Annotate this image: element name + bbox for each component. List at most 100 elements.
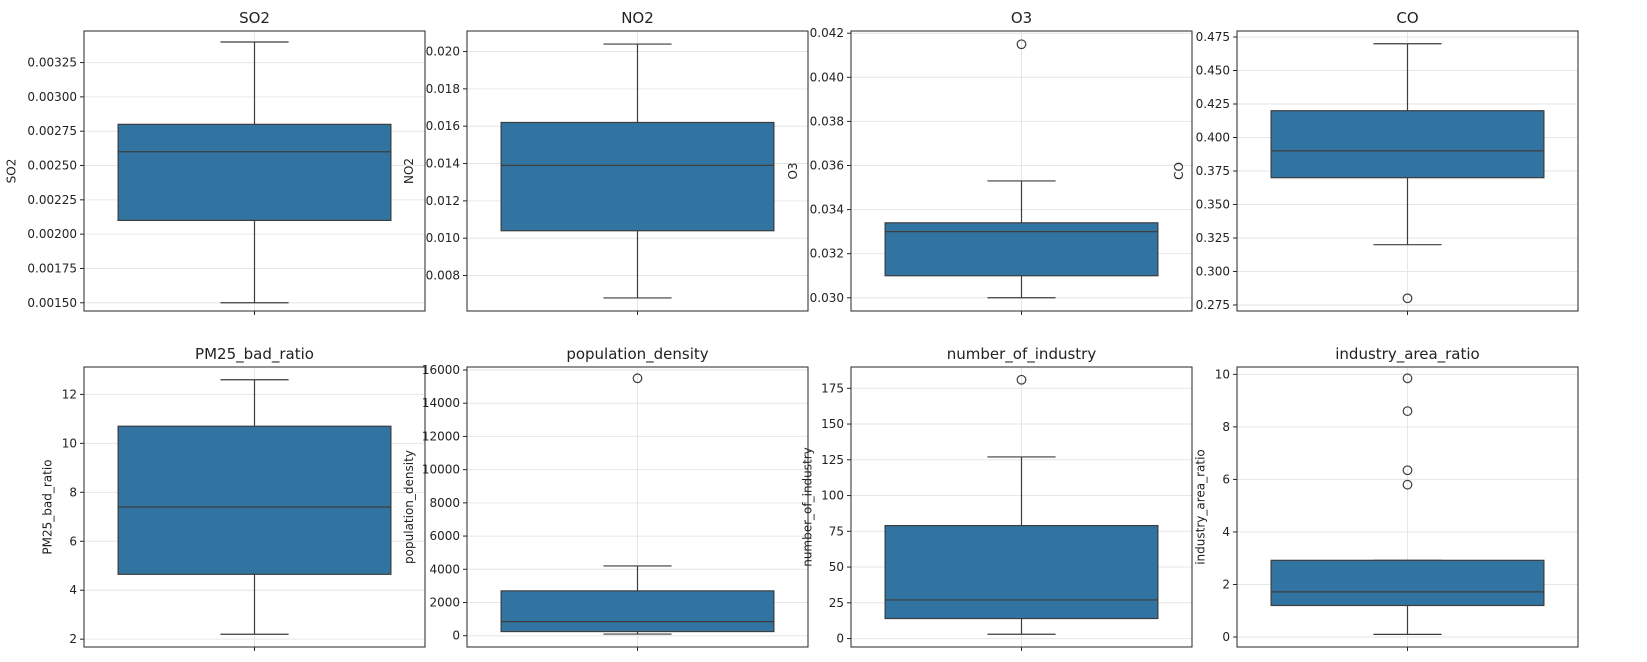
chart-5-box: [117, 425, 392, 575]
chart-7-box: [884, 524, 1159, 620]
chart-2-ytick-label-0: 0.008: [426, 269, 460, 283]
chart-7-ytick-label-6: 150: [821, 417, 844, 431]
chart-2-ytick-label-6: 0.020: [426, 45, 460, 59]
chart-8-box: [1270, 559, 1545, 607]
chart-1-ytick-label-0: 0.00150: [27, 296, 77, 310]
chart-2-ytick-label-5: 0.018: [426, 82, 460, 96]
chart-6-ytick-label-3: 6000: [429, 529, 460, 543]
chart-4-ytick-label-7: 0.450: [1196, 64, 1230, 78]
chart-7-outlier-0: [1016, 374, 1027, 385]
chart-7-ytick-label-1: 25: [829, 596, 844, 610]
chart-3-ytick-label-3: 0.036: [810, 158, 844, 172]
chart-8-ytick-label-1: 2: [1222, 577, 1230, 591]
chart-7-ytick-label-2: 50: [829, 560, 844, 574]
chart-4-outlier-0: [1402, 293, 1413, 304]
chart-8-outlier-2: [1402, 406, 1413, 417]
chart-6-ytick-label-1: 2000: [429, 595, 460, 609]
chart-3-ytick-label-2: 0.034: [810, 203, 844, 217]
chart-3-ytick-label-6: 0.042: [810, 26, 844, 40]
chart-7-ytick-label-3: 75: [829, 524, 844, 538]
chart-6-ylabel: population_density: [402, 450, 416, 564]
chart-8-outlier-0: [1402, 479, 1413, 490]
chart-5-ytick-label-2: 6: [69, 534, 77, 548]
chart-7-title: number_of_industry: [947, 345, 1097, 364]
chart-3-ylabel: O3: [786, 162, 800, 179]
chart-7: 0255075100125150175number_of_industrynum…: [800, 345, 1193, 651]
chart-3-outlier-0: [1016, 39, 1027, 50]
chart-1-title: SO2: [239, 9, 270, 27]
chart-5: 2 4 6 8 10 12 PM25_bad_ratio PM25_bad_ratio: [41, 345, 426, 651]
chart-8-title: industry_area_ratio: [1335, 345, 1479, 364]
chart-7-ytick-label-0: 0: [836, 632, 844, 646]
chart-1-box: [117, 123, 392, 222]
chart-5-ytick-label-1: 4: [69, 583, 77, 597]
chart-4-title: CO: [1396, 9, 1418, 27]
chart-3: 0.030 0.032 0.034 0.036 0.038 0.040 0.042 O3 O3: [786, 9, 1193, 315]
chart-4: 0.275 0.300 0.325 0.350 0.375 0.400 0.425 0.450…: [1172, 9, 1579, 315]
chart-2-ytick-label-1: 0.010: [426, 231, 460, 245]
chart-2-ytick-label-4: 0.016: [426, 119, 460, 133]
chart-4-ytick-label-2: 0.325: [1196, 231, 1230, 245]
chart-6-ytick-label-4: 8000: [429, 496, 460, 510]
chart-4-box: [1270, 110, 1545, 179]
chart-3-ytick-label-4: 0.038: [810, 114, 844, 128]
chart-5-ytick-label-3: 8: [69, 485, 77, 499]
chart-4-ytick-label-0: 0.275: [1196, 298, 1230, 312]
chart-7-ytick-label-5: 125: [821, 453, 844, 467]
chart-8-outlier-1: [1402, 465, 1413, 476]
chart-4-ylabel: CO: [1172, 162, 1186, 180]
chart-4-ytick-label-8: 0.475: [1196, 30, 1230, 44]
chart-1-ytick-label-2: 0.00200: [27, 227, 77, 241]
chart-2-ytick-label-2: 0.012: [426, 194, 460, 208]
chart-5-ytick-label-0: 2: [69, 632, 77, 646]
chart-1: 0.00150 0.00175 0.00200 0.00225 0.00250 0.002…: [5, 9, 426, 315]
chart-2: 0.008 0.010 0.012 0.014 0.016 0.018 0.020 NO2 NO…: [402, 9, 809, 315]
chart-2-ytick-label-3: 0.014: [426, 157, 460, 171]
chart-6-box: [500, 590, 775, 633]
chart-4-ytick-label-6: 0.425: [1196, 97, 1230, 111]
chart-6-ytick-label-6: 12000: [422, 429, 460, 443]
chart-3-title: O3: [1011, 9, 1032, 27]
chart-2-box: [500, 121, 775, 232]
chart-6-ytick-label-7: 14000: [422, 396, 460, 410]
chart-8-ytick-label-3: 6: [1222, 472, 1230, 486]
chart-5-ytick-label-4: 10: [62, 436, 77, 450]
chart-6-ytick-label-5: 10000: [422, 463, 460, 477]
chart-6-outlier-0: [632, 373, 643, 384]
chart-1-ytick-label-5: 0.00275: [27, 124, 77, 138]
chart-4-ytick-label-4: 0.375: [1196, 164, 1230, 178]
chart-6-title: population_density: [566, 345, 708, 364]
chart-4-ytick-label-3: 0.350: [1196, 197, 1230, 211]
chart-2-title: NO2: [621, 9, 654, 27]
chart-1-ytick-label-6: 0.00300: [27, 90, 77, 104]
chart-4-ytick-label-5: 0.400: [1196, 131, 1230, 145]
chart-8: 0 2 4 6 8 10 industry_area_ratio industry_area_…: [1194, 345, 1579, 651]
chart-5-ylabel: PM25_bad_ratio: [41, 459, 55, 554]
chart-1-ytick-label-3: 0.00225: [27, 193, 77, 207]
chart-1-ylabel: SO2: [5, 159, 19, 184]
chart-1-ytick-label-4: 0.00250: [27, 159, 77, 173]
chart-6-ytick-label-2: 4000: [429, 562, 460, 576]
chart-6: 0 2000 4000 6000 8000 10000 12000 14000 16000 pop…: [402, 345, 809, 651]
chart-3-ytick-label-1: 0.032: [810, 247, 844, 261]
chart-5-title: PM25_bad_ratio: [195, 345, 314, 364]
chart-7-ylabel: number_of_industry: [800, 447, 814, 567]
chart-3-ytick-label-0: 0.030: [810, 291, 844, 305]
chart-8-outlier-3: [1402, 373, 1413, 384]
chart-8-ytick-label-4: 8: [1222, 420, 1230, 434]
chart-7-ytick-label-7: 175: [821, 381, 844, 395]
chart-8-ytick-label-5: 10: [1215, 367, 1230, 381]
chart-5-ytick-label-5: 12: [62, 387, 77, 401]
chart-8-ytick-label-2: 4: [1222, 525, 1230, 539]
chart-7-ytick-label-4: 100: [821, 489, 844, 503]
chart-2-ylabel: NO2: [402, 158, 416, 184]
chart-4-ytick-label-1: 0.300: [1196, 264, 1230, 278]
chart-8-ytick-label-0: 0: [1222, 630, 1230, 644]
chart-6-ytick-label-0: 0: [452, 629, 460, 643]
chart-1-ytick-label-7: 0.00325: [27, 56, 77, 70]
chart-6-ytick-label-8: 16000: [422, 363, 460, 377]
chart-1-ytick-label-1: 0.00175: [27, 261, 77, 275]
chart-3-ytick-label-5: 0.040: [810, 70, 844, 84]
chart-8-ylabel: industry_area_ratio: [1194, 449, 1208, 565]
